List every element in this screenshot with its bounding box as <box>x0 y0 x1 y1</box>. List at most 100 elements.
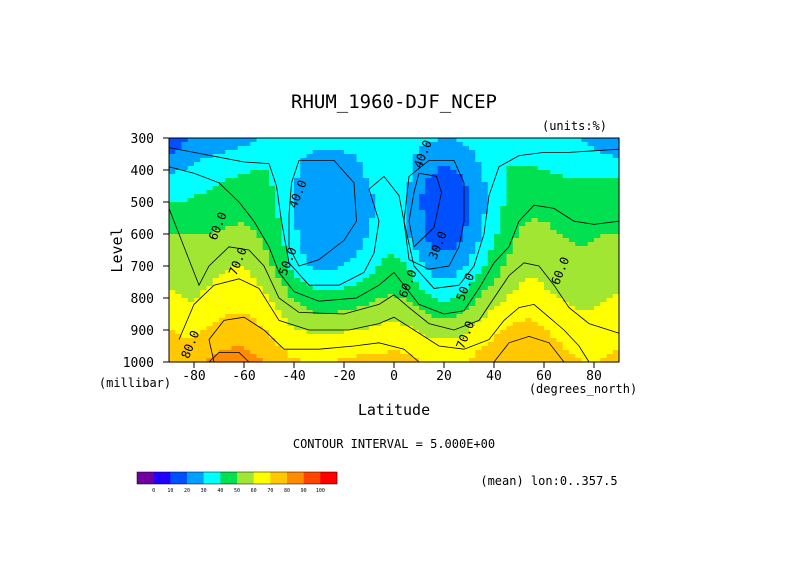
field-cell <box>237 234 245 239</box>
field-cell <box>375 346 383 351</box>
field-cell <box>381 178 389 183</box>
field-cell <box>169 342 176 347</box>
field-cell <box>306 254 314 259</box>
field-cell <box>519 162 526 167</box>
field-cell <box>406 218 414 223</box>
field-cell <box>425 310 433 315</box>
field-cell <box>269 354 276 359</box>
field-cell <box>475 346 483 351</box>
field-cell <box>356 266 364 271</box>
field-cell <box>550 250 558 255</box>
field-cell <box>581 198 589 203</box>
field-cell <box>506 346 514 351</box>
field-cell <box>331 174 339 179</box>
field-cell <box>344 286 351 291</box>
field-cell <box>387 250 395 255</box>
field-cell <box>375 282 383 287</box>
field-cell <box>194 326 201 331</box>
field-cell <box>425 314 433 319</box>
field-cell <box>375 322 383 327</box>
field-cell <box>437 242 445 247</box>
field-cell <box>187 270 195 275</box>
field-cell <box>531 242 539 247</box>
field-cell <box>394 330 401 335</box>
field-cell <box>375 350 383 355</box>
field-cell <box>531 186 539 191</box>
field-cell <box>306 290 314 295</box>
field-cell <box>481 138 489 143</box>
field-cell <box>581 342 589 347</box>
field-cell <box>531 250 539 255</box>
field-cell <box>562 294 570 299</box>
field-cell <box>531 254 539 259</box>
field-cell <box>544 162 551 167</box>
field-cell <box>262 350 270 355</box>
field-cell <box>506 234 514 239</box>
field-cell <box>544 342 551 347</box>
field-cell <box>419 326 426 331</box>
field-cell <box>219 222 226 227</box>
field-cell <box>506 262 514 267</box>
field-cell <box>506 190 514 195</box>
field-cell <box>487 146 495 151</box>
field-cell <box>387 182 395 187</box>
field-cell <box>344 166 351 171</box>
field-cell <box>269 330 276 335</box>
field-cell <box>612 254 620 259</box>
field-cell <box>425 150 433 155</box>
field-cell <box>175 278 183 283</box>
field-cell <box>300 218 308 223</box>
field-cell <box>525 330 533 335</box>
field-cell <box>494 174 501 179</box>
field-cell <box>462 234 470 239</box>
field-cell <box>219 230 226 235</box>
field-cell <box>419 222 426 227</box>
field-cell <box>431 318 439 323</box>
field-cell <box>562 274 570 279</box>
field-cell <box>194 246 201 251</box>
field-cell <box>450 154 458 159</box>
field-cell <box>531 258 539 263</box>
field-cell <box>587 242 595 247</box>
field-cell <box>275 350 283 355</box>
field-cell <box>462 350 470 355</box>
field-cell <box>306 302 314 307</box>
field-cell <box>262 242 270 247</box>
field-cell <box>200 358 208 363</box>
field-cell <box>437 218 445 223</box>
field-cell <box>275 250 283 255</box>
field-cell <box>350 266 358 271</box>
field-cell <box>425 162 433 167</box>
field-cell <box>612 354 620 359</box>
x-tick-label: 40 <box>486 369 502 384</box>
field-cell <box>275 218 283 223</box>
field-cell <box>600 286 608 291</box>
field-cell <box>387 230 395 235</box>
field-cell <box>281 298 289 303</box>
field-cell <box>319 230 326 235</box>
x-unit-label: (degrees_north) <box>529 382 637 396</box>
field-cell <box>306 194 314 199</box>
field-cell <box>519 266 526 271</box>
field-cell <box>194 230 201 235</box>
field-cell <box>606 314 614 319</box>
field-cell <box>350 206 358 211</box>
field-cell <box>181 286 189 291</box>
field-cell <box>400 138 408 143</box>
field-cell <box>450 142 458 147</box>
field-cell <box>456 158 464 163</box>
field-cell <box>587 282 595 287</box>
field-cell <box>494 142 501 147</box>
field-cell <box>437 150 445 155</box>
field-cell <box>175 142 183 147</box>
field-cell <box>206 254 214 259</box>
field-cell <box>350 210 358 215</box>
field-cell <box>406 322 414 327</box>
field-cell <box>194 150 201 155</box>
field-cell <box>469 174 476 179</box>
field-cell <box>387 274 395 279</box>
field-cell <box>456 182 464 187</box>
field-cell <box>550 210 558 215</box>
field-cell <box>287 342 295 347</box>
field-cell <box>425 326 433 331</box>
